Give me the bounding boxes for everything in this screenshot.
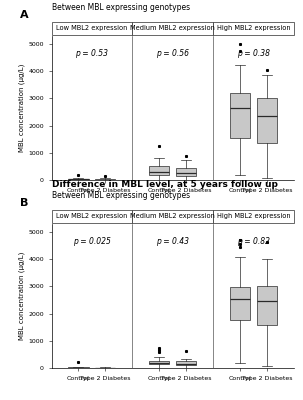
Text: High MBL2 expression: High MBL2 expression: [217, 25, 290, 31]
Text: p = 0.025: p = 0.025: [73, 237, 111, 246]
Text: Low MBL2 expression: Low MBL2 expression: [56, 213, 128, 219]
Text: Between MBL expressing genotypes: Between MBL expressing genotypes: [52, 190, 190, 200]
FancyBboxPatch shape: [52, 210, 132, 222]
Text: Between MBL expressing genotypes: Between MBL expressing genotypes: [52, 2, 190, 12]
Text: B: B: [20, 198, 28, 208]
Bar: [68, 367, 88, 368]
Bar: [230, 287, 250, 320]
Text: p = 0.82: p = 0.82: [237, 237, 270, 246]
Y-axis label: MBL concentration (µg/L): MBL concentration (µg/L): [19, 252, 25, 340]
Text: Low MBL2 expression: Low MBL2 expression: [56, 25, 128, 31]
Y-axis label: MBL concentration (µg/L): MBL concentration (µg/L): [19, 64, 25, 152]
Text: Difference in MBL level, at 5 years follow up: Difference in MBL level, at 5 years foll…: [52, 180, 277, 190]
Text: Medium MBL2 expression: Medium MBL2 expression: [130, 213, 215, 219]
Text: p = 0.53: p = 0.53: [75, 49, 108, 58]
Bar: [176, 168, 196, 176]
Bar: [149, 360, 169, 364]
Bar: [68, 178, 88, 180]
Bar: [257, 98, 277, 143]
Text: Difference in MBL level, at Baseline: Difference in MBL level, at Baseline: [52, 0, 233, 2]
FancyBboxPatch shape: [52, 22, 132, 34]
Bar: [95, 179, 115, 180]
Text: p = 0.56: p = 0.56: [156, 49, 189, 58]
Bar: [257, 286, 277, 325]
Text: p = 0.38: p = 0.38: [237, 49, 270, 58]
FancyBboxPatch shape: [213, 22, 294, 34]
FancyBboxPatch shape: [132, 22, 213, 34]
FancyBboxPatch shape: [132, 210, 213, 222]
Bar: [230, 93, 250, 138]
Bar: [149, 166, 169, 175]
Text: Medium MBL2 expression: Medium MBL2 expression: [130, 25, 215, 31]
Text: p = 0.43: p = 0.43: [156, 237, 189, 246]
Text: A: A: [20, 10, 28, 20]
FancyBboxPatch shape: [213, 210, 294, 222]
Bar: [176, 361, 196, 366]
Text: High MBL2 expression: High MBL2 expression: [217, 213, 290, 219]
